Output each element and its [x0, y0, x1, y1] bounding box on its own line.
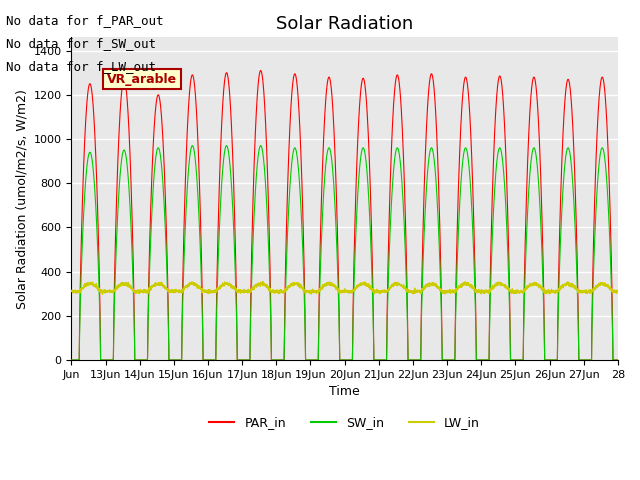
X-axis label: Time: Time: [329, 385, 360, 398]
Text: VR_arable: VR_arable: [107, 72, 177, 85]
Text: No data for f_LW_out: No data for f_LW_out: [6, 60, 156, 73]
Y-axis label: Solar Radiation (umol/m2/s, W/m2): Solar Radiation (umol/m2/s, W/m2): [15, 89, 28, 309]
Legend: PAR_in, SW_in, LW_in: PAR_in, SW_in, LW_in: [204, 411, 485, 434]
Text: No data for f_SW_out: No data for f_SW_out: [6, 37, 156, 50]
Text: No data for f_PAR_out: No data for f_PAR_out: [6, 14, 164, 27]
Title: Solar Radiation: Solar Radiation: [276, 15, 413, 33]
